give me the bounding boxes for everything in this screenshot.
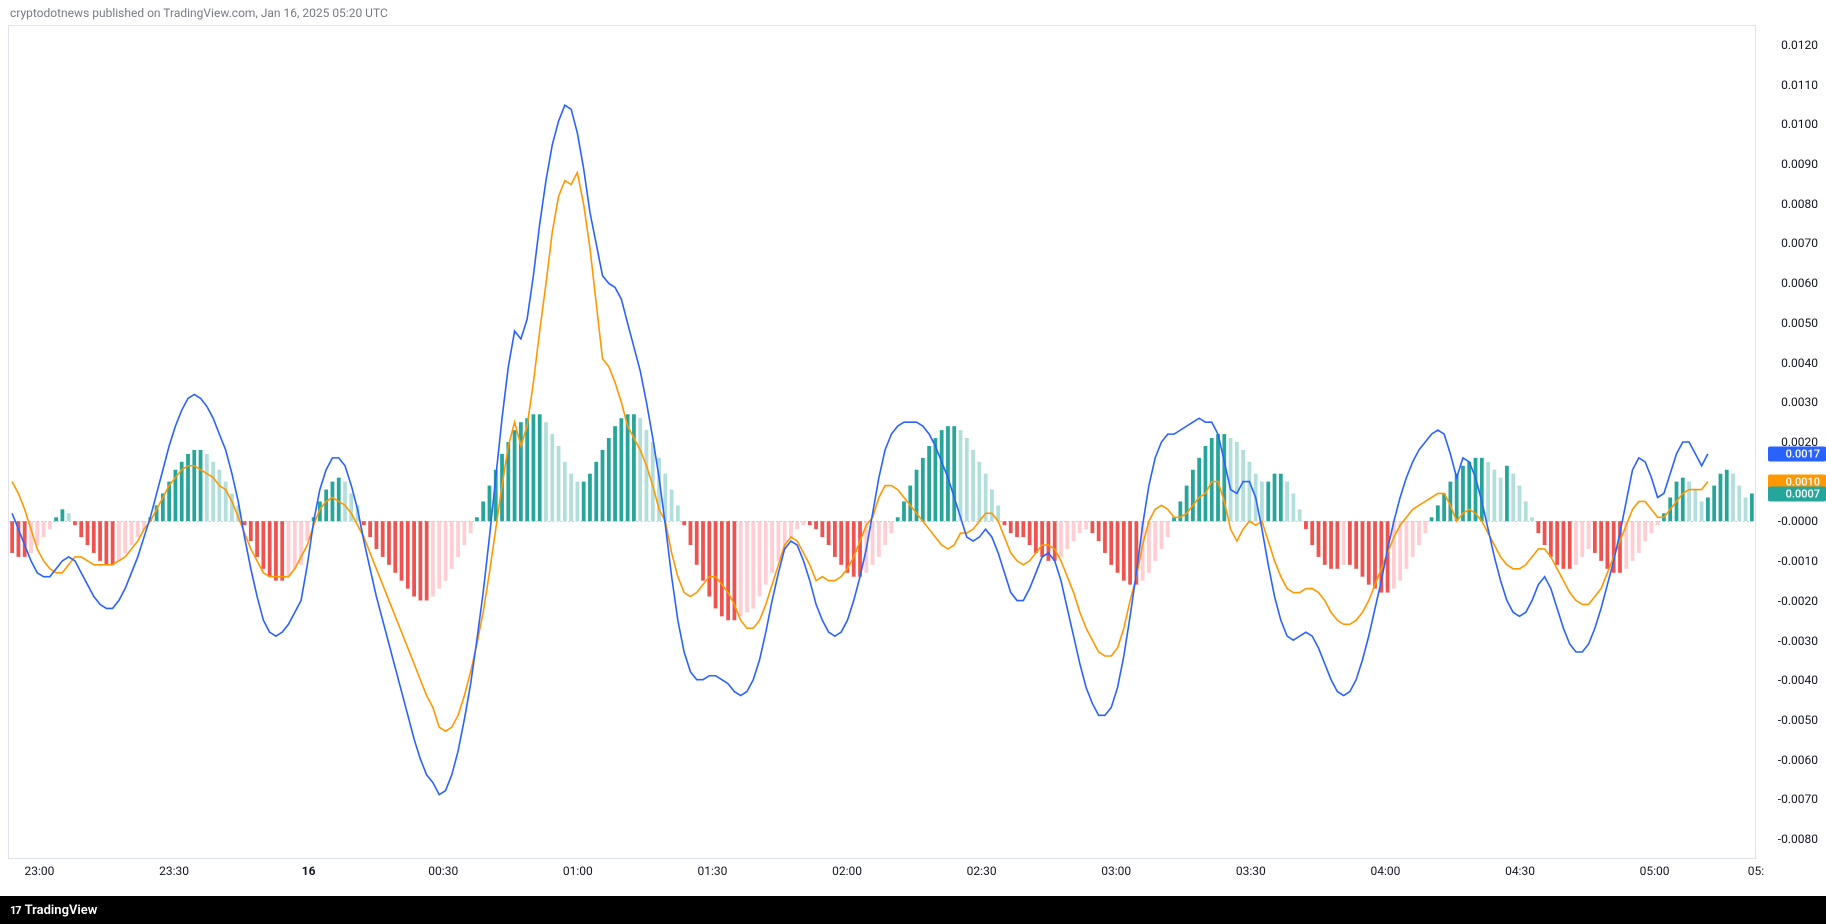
x-tick-label: 23:30 xyxy=(159,864,189,878)
x-tick-label: 02:00 xyxy=(832,864,862,878)
y-tick-label: -0.0000 xyxy=(1778,514,1818,528)
x-tick-label: 04:30 xyxy=(1505,864,1535,878)
macd-chart[interactable] xyxy=(8,25,1756,859)
x-axis: 23:00 23:30 16 00:30 01:00 01:30 02:00 02:30 03:… xyxy=(8,864,1756,886)
y-tick-label: 0.0090 xyxy=(1781,157,1818,171)
value-tag-macd: 0.0017 xyxy=(1768,446,1826,461)
x-tick-label: 03:00 xyxy=(1101,864,1131,878)
y-tick-label: -0.0040 xyxy=(1778,673,1818,687)
x-tick-label: 01:30 xyxy=(697,864,727,878)
y-tick-label: 0.0120 xyxy=(1781,38,1818,52)
x-tick-label: 04:00 xyxy=(1370,864,1400,878)
y-tick-label: -0.0050 xyxy=(1778,713,1818,727)
y-tick-label: 0.0080 xyxy=(1781,197,1818,211)
x-tick-label: 16 xyxy=(302,864,316,878)
y-tick-label: -0.0060 xyxy=(1778,753,1818,767)
tradingview-brand: TradingView xyxy=(25,903,98,918)
y-axis: 0.0120 0.0110 0.0100 0.0090 0.0080 0.0070 0.00… xyxy=(1758,25,1826,859)
tradingview-logo-icon: 17 xyxy=(10,904,21,917)
x-tick-label: 23:00 xyxy=(25,864,55,878)
y-tick-label: 0.0070 xyxy=(1781,236,1818,250)
y-tick-label: 0.0040 xyxy=(1781,356,1818,370)
x-tick-label: 00:30 xyxy=(428,864,458,878)
y-tick-label: 0.0110 xyxy=(1781,78,1818,92)
value-tag-hist: 0.0007 xyxy=(1768,486,1826,501)
y-tick-label: -0.0010 xyxy=(1778,554,1818,568)
x-tick-label: 03:30 xyxy=(1236,864,1266,878)
y-tick-label: -0.0030 xyxy=(1778,634,1818,648)
attribution-text: cryptodotnews published on TradingView.c… xyxy=(10,6,388,20)
footer-bar: 17 TradingView xyxy=(0,896,1826,924)
y-tick-label: -0.0070 xyxy=(1778,792,1818,806)
x-tick-label: 05: xyxy=(1748,864,1764,878)
y-tick-label: 0.0030 xyxy=(1781,395,1818,409)
y-tick-label: -0.0080 xyxy=(1778,832,1818,846)
x-tick-label: 05:00 xyxy=(1640,864,1670,878)
y-tick-label: 0.0060 xyxy=(1781,276,1818,290)
y-tick-label: -0.0020 xyxy=(1778,594,1818,608)
x-tick-label: 02:30 xyxy=(967,864,997,878)
y-tick-label: 0.0100 xyxy=(1781,117,1818,131)
y-tick-label: 0.0050 xyxy=(1781,316,1818,330)
x-tick-label: 01:00 xyxy=(563,864,593,878)
